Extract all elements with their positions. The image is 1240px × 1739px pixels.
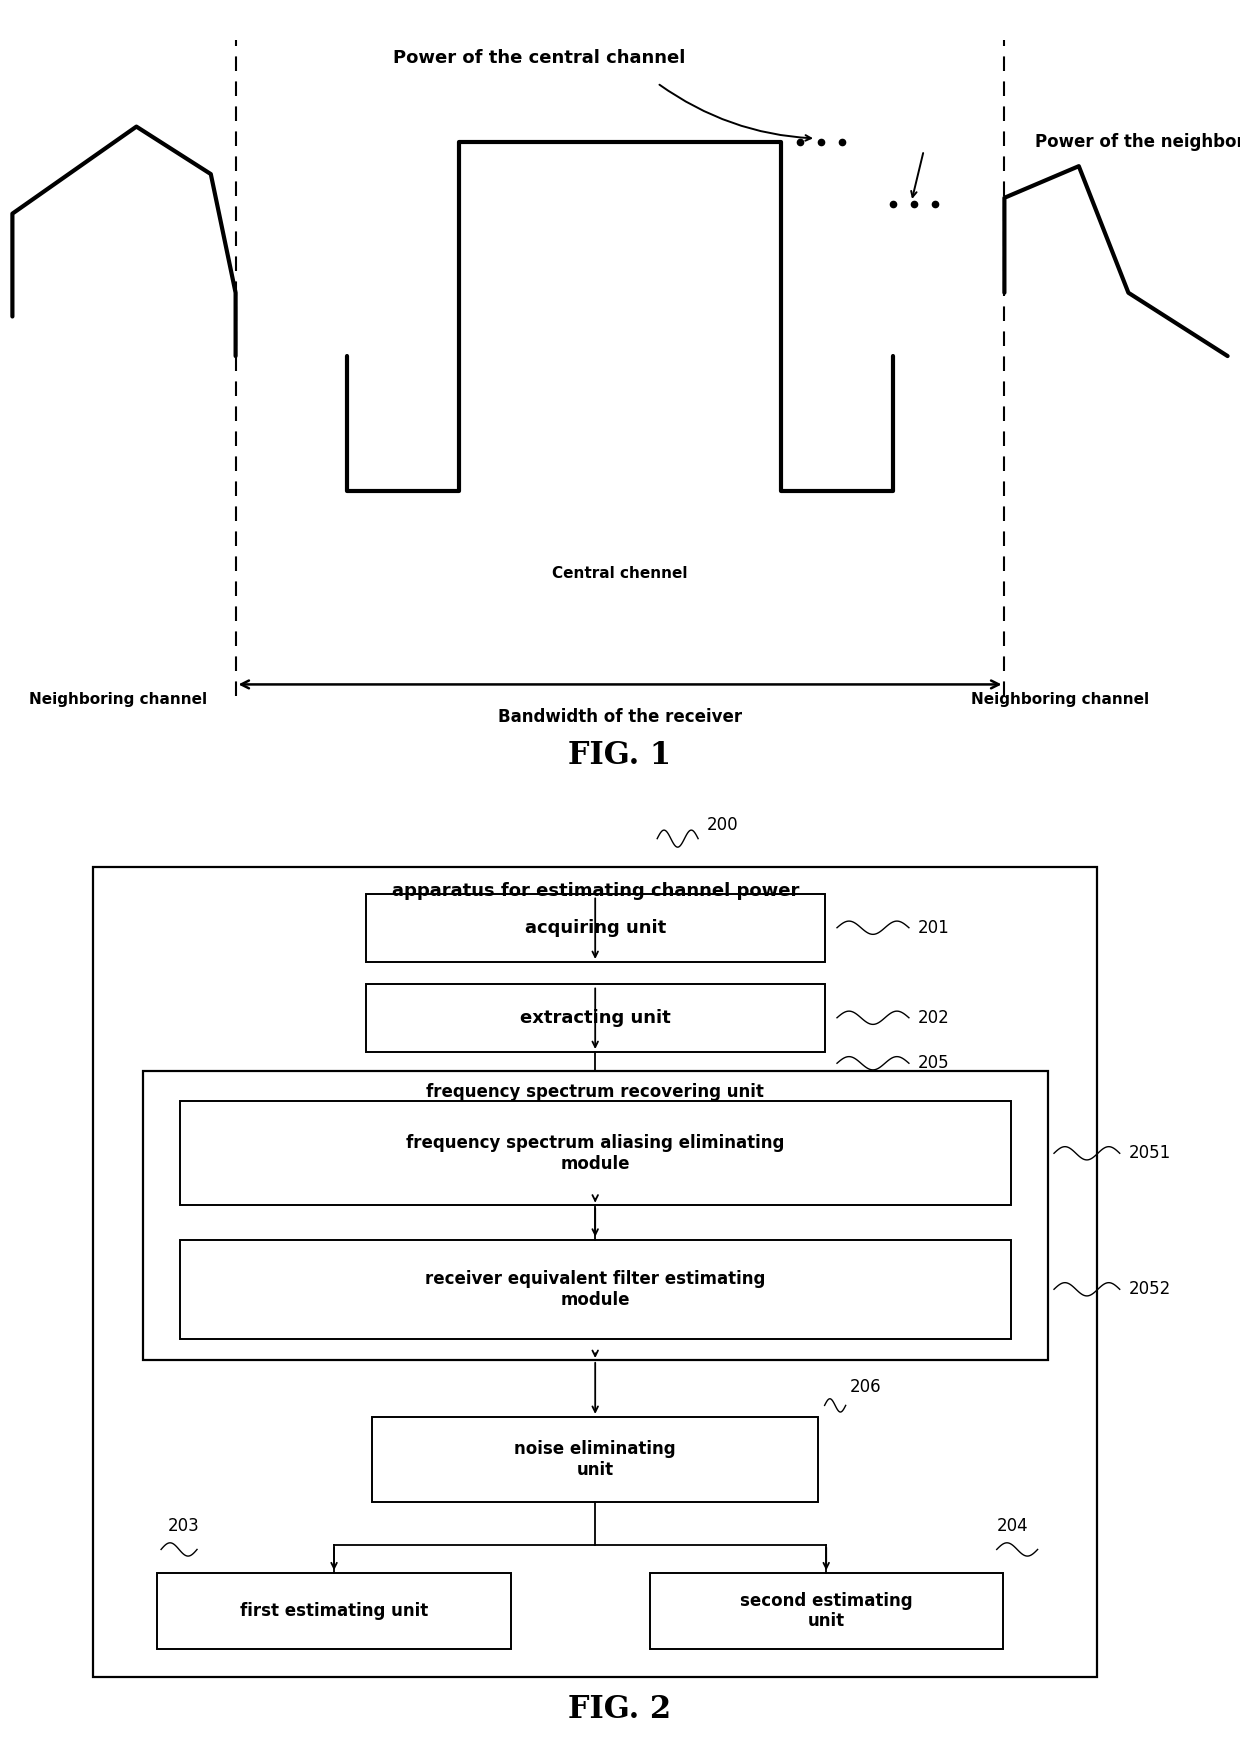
Bar [180, 1101, 1011, 1205]
Bar [157, 1574, 511, 1649]
Text: second estimating
unit: second estimating unit [740, 1591, 913, 1631]
Bar [372, 1417, 818, 1502]
Bar [180, 1240, 1011, 1339]
Text: 2051: 2051 [1128, 1144, 1171, 1162]
Text: first estimating unit: first estimating unit [239, 1602, 428, 1621]
Text: Neighboring channel: Neighboring channel [29, 692, 207, 708]
Text: FIG. 1: FIG. 1 [568, 741, 672, 772]
Text: extracting unit: extracting unit [520, 1009, 671, 1026]
Bar [366, 984, 825, 1052]
Bar [143, 1071, 1048, 1360]
Text: Bandwidth of the receiver: Bandwidth of the receiver [498, 708, 742, 727]
Text: Neighboring channel: Neighboring channel [971, 692, 1149, 708]
Text: Power of the central channel: Power of the central channel [393, 49, 686, 68]
Text: apparatus for estimating channel power: apparatus for estimating channel power [392, 882, 799, 899]
Text: 200: 200 [707, 816, 739, 835]
Text: 204: 204 [997, 1516, 1028, 1536]
Text: 202: 202 [918, 1009, 950, 1026]
Bar [366, 894, 825, 962]
Text: 201: 201 [918, 918, 950, 937]
Text: receiver equivalent filter estimating
module: receiver equivalent filter estimating mo… [425, 1269, 765, 1309]
Text: acquiring unit: acquiring unit [525, 918, 666, 937]
Text: Central chennel: Central chennel [552, 565, 688, 581]
Bar [650, 1574, 1003, 1649]
Bar [93, 868, 1097, 1678]
Text: 2052: 2052 [1128, 1280, 1171, 1299]
Text: FIG. 2: FIG. 2 [568, 1694, 672, 1725]
Text: frequency spectrum recovering unit: frequency spectrum recovering unit [427, 1083, 764, 1101]
Text: 206: 206 [849, 1377, 882, 1396]
Text: Power of the neighboring chennel: Power of the neighboring chennel [1035, 134, 1240, 151]
Text: frequency spectrum aliasing eliminating
module: frequency spectrum aliasing eliminating … [405, 1134, 785, 1172]
Text: 203: 203 [167, 1516, 200, 1536]
Text: noise eliminating
unit: noise eliminating unit [515, 1440, 676, 1478]
Text: 205: 205 [918, 1054, 950, 1073]
